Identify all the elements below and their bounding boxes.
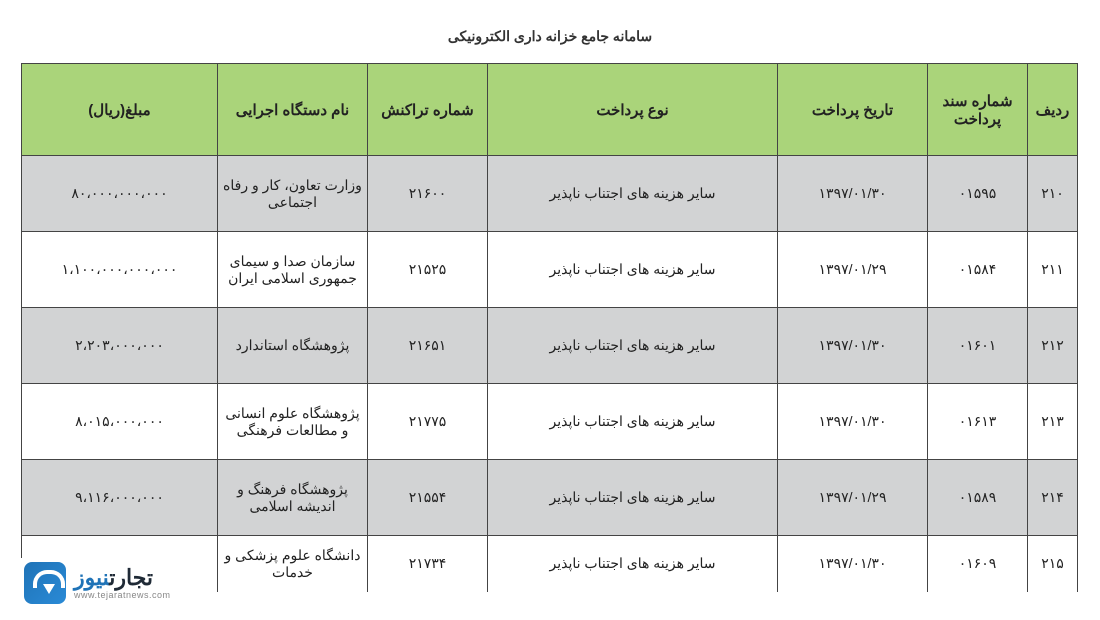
payments-table: ردیف شماره سند پرداخت تاریخ پرداخت نوع پ… bbox=[21, 63, 1078, 592]
cell-doc: ۰۱۵۹۵ bbox=[928, 156, 1028, 232]
cell-type: سایر هزینه های اجتناب ناپذیر bbox=[488, 232, 778, 308]
cell-amt: ۲،۲۰۳،۰۰۰،۰۰۰ bbox=[22, 308, 218, 384]
col-amt: مبلغ(ریال) bbox=[22, 64, 218, 156]
cell-trx: ۲۱۷۷۵ bbox=[368, 384, 488, 460]
cell-org: پژوهشگاه فرهنگ و اندیشه اسلامی bbox=[218, 460, 368, 536]
logo-fa-main: تجارت bbox=[109, 565, 153, 590]
cell-date: ۱۳۹۷/۰۱/۳۰ bbox=[778, 384, 928, 460]
cell-type: سایر هزینه های اجتناب ناپذیر bbox=[488, 384, 778, 460]
cell-row: ۲۱۰ bbox=[1028, 156, 1078, 232]
cell-trx: ۲۱۷۳۴ bbox=[368, 536, 488, 592]
page-title: سامانه جامع خزانه داری الکترونیکی bbox=[0, 0, 1100, 63]
col-trx: شماره تراکنش bbox=[368, 64, 488, 156]
cell-row: ۲۱۵ bbox=[1028, 536, 1078, 592]
cell-row: ۲۱۱ bbox=[1028, 232, 1078, 308]
table-row: ۲۱۴۰۱۵۸۹۱۳۹۷/۰۱/۲۹سایر هزینه های اجتناب … bbox=[22, 460, 1078, 536]
cell-row: ۲۱۳ bbox=[1028, 384, 1078, 460]
table-row: ۲۱۵۰۱۶۰۹۱۳۹۷/۰۱/۳۰سایر هزینه های اجتناب … bbox=[22, 536, 1078, 592]
cell-date: ۱۳۹۷/۰۱/۳۰ bbox=[778, 308, 928, 384]
cell-amt: ۸۰،۰۰۰،۰۰۰،۰۰۰ bbox=[22, 156, 218, 232]
logo-fa-accent: نیوز bbox=[74, 565, 109, 590]
cell-amt: ۸،۰۱۵،۰۰۰،۰۰۰ bbox=[22, 384, 218, 460]
cell-org: وزارت تعاون، کار و رفاه اجتماعی bbox=[218, 156, 368, 232]
table-row: ۲۱۳۰۱۶۱۳۱۳۹۷/۰۱/۳۰سایر هزینه های اجتناب … bbox=[22, 384, 1078, 460]
table-row: ۲۱۰۰۱۵۹۵۱۳۹۷/۰۱/۳۰سایر هزینه های اجتناب … bbox=[22, 156, 1078, 232]
cell-org: سازمان صدا و سیمای جمهوری اسلامی ایران bbox=[218, 232, 368, 308]
cell-amt: ۹،۱۱۶،۰۰۰،۰۰۰ bbox=[22, 460, 218, 536]
cell-trx: ۲۱۶۰۰ bbox=[368, 156, 488, 232]
logo-text: تجارتنیوز www.tejaratnews.com bbox=[74, 567, 171, 600]
col-doc: شماره سند پرداخت bbox=[928, 64, 1028, 156]
table-header-row: ردیف شماره سند پرداخت تاریخ پرداخت نوع پ… bbox=[22, 64, 1078, 156]
col-type: نوع پرداخت bbox=[488, 64, 778, 156]
table-container: ردیف شماره سند پرداخت تاریخ پرداخت نوع پ… bbox=[0, 63, 1100, 592]
cell-doc: ۰۱۶۰۹ bbox=[928, 536, 1028, 592]
cell-date: ۱۳۹۷/۰۱/۲۹ bbox=[778, 460, 928, 536]
cell-row: ۲۱۲ bbox=[1028, 308, 1078, 384]
cell-trx: ۲۱۵۵۴ bbox=[368, 460, 488, 536]
col-date: تاریخ پرداخت bbox=[778, 64, 928, 156]
cell-org: پژوهشگاه استاندارد bbox=[218, 308, 368, 384]
cell-date: ۱۳۹۷/۰۱/۳۰ bbox=[778, 156, 928, 232]
cell-trx: ۲۱۵۲۵ bbox=[368, 232, 488, 308]
cell-amt: ۱،۱۰۰،۰۰۰،۰۰۰،۰۰۰ bbox=[22, 232, 218, 308]
col-org: نام دستگاه اجرایی bbox=[218, 64, 368, 156]
cell-doc: ۰۱۶۰۱ bbox=[928, 308, 1028, 384]
cell-type: سایر هزینه های اجتناب ناپذیر bbox=[488, 308, 778, 384]
cell-org: دانشگاه علوم پزشکی و خدمات bbox=[218, 536, 368, 592]
site-logo: تجارتنیوز www.tejaratnews.com bbox=[18, 558, 177, 608]
table-row: ۲۱۱۰۱۵۸۴۱۳۹۷/۰۱/۲۹سایر هزینه های اجتناب … bbox=[22, 232, 1078, 308]
cell-type: سایر هزینه های اجتناب ناپذیر bbox=[488, 536, 778, 592]
cell-doc: ۰۱۶۱۳ bbox=[928, 384, 1028, 460]
table-row: ۲۱۲۰۱۶۰۱۱۳۹۷/۰۱/۳۰سایر هزینه های اجتناب … bbox=[22, 308, 1078, 384]
cell-doc: ۰۱۵۸۴ bbox=[928, 232, 1028, 308]
cell-type: سایر هزینه های اجتناب ناپذیر bbox=[488, 460, 778, 536]
col-row: ردیف bbox=[1028, 64, 1078, 156]
logo-icon bbox=[24, 562, 66, 604]
table-body: ۲۱۰۰۱۵۹۵۱۳۹۷/۰۱/۳۰سایر هزینه های اجتناب … bbox=[22, 156, 1078, 592]
cell-type: سایر هزینه های اجتناب ناپذیر bbox=[488, 156, 778, 232]
cell-date: ۱۳۹۷/۰۱/۲۹ bbox=[778, 232, 928, 308]
cell-date: ۱۳۹۷/۰۱/۳۰ bbox=[778, 536, 928, 592]
logo-url: www.tejaratnews.com bbox=[74, 591, 171, 600]
cell-row: ۲۱۴ bbox=[1028, 460, 1078, 536]
cell-doc: ۰۱۵۸۹ bbox=[928, 460, 1028, 536]
cell-org: پژوهشگاه علوم انسانی و مطالعات فرهنگی bbox=[218, 384, 368, 460]
cell-trx: ۲۱۶۵۱ bbox=[368, 308, 488, 384]
